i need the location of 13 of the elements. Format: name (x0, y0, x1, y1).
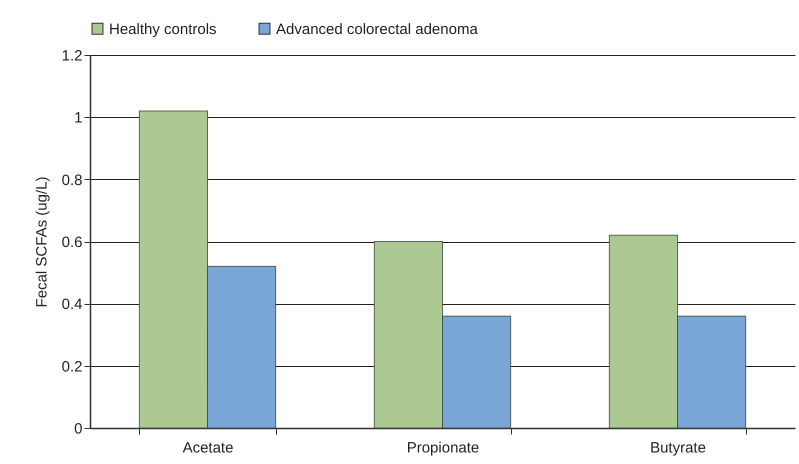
y-tick-label: 0.6 (62, 234, 82, 251)
y-tick-label: 0.8 (62, 172, 82, 189)
legend-label: Healthy controls (109, 20, 217, 38)
y-tick-label: 0.4 (62, 296, 82, 314)
y-tick-label: 1 (74, 110, 82, 127)
y-tick-label: 1.2 (62, 48, 82, 64)
x-tick-label: Propionate (406, 440, 480, 456)
y-tick-label: 0.2 (62, 358, 82, 376)
legend-label: Advanced colorectal adenoma (276, 20, 478, 38)
x-tick-label: Acetate (182, 440, 234, 456)
y-tick-label: 0 (74, 420, 82, 438)
x-tick-label: Butyrate (650, 440, 706, 456)
y-axis-title: Fecal SCFAs (ug/L) (34, 176, 51, 308)
